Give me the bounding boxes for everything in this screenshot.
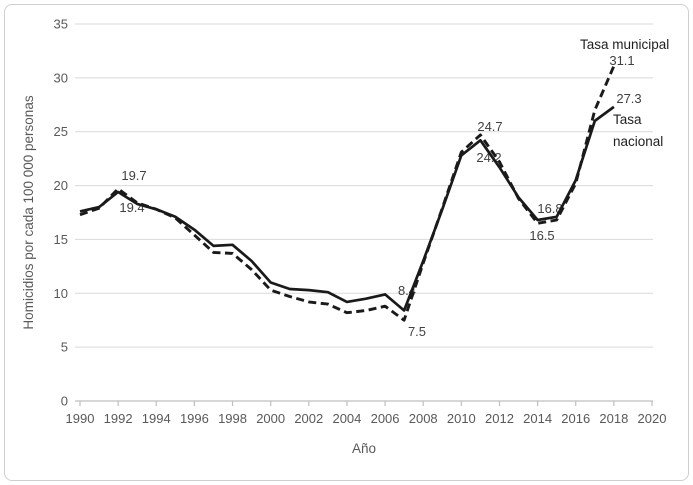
x-tick-label: 1996 [180, 411, 209, 426]
y-tick-label: 10 [54, 286, 68, 301]
x-tick-label: 2018 [599, 411, 628, 426]
y-tick-label: 15 [54, 232, 68, 247]
x-tick-label: 1990 [66, 411, 95, 426]
series-line-municipal [79, 65, 616, 322]
y-tick-label: 20 [54, 178, 68, 193]
x-tick-label: 2012 [485, 411, 514, 426]
y-tick-label: 5 [61, 340, 68, 355]
x-tick-label: 1992 [104, 411, 133, 426]
x-tick-label: 2004 [332, 411, 361, 426]
x-tick-label: 2000 [256, 411, 285, 426]
data-label: 24.7 [477, 119, 502, 134]
data-label: 27.3 [616, 91, 641, 106]
y-tick-label: 25 [54, 124, 68, 139]
x-tick-label: 2014 [523, 411, 552, 426]
data-label: 7.5 [408, 324, 426, 339]
y-axis-title: Homicidios por cada 100 000 personas [21, 95, 36, 329]
data-label: 16.8 [537, 201, 562, 216]
series-label-nacional: nacional [613, 134, 663, 149]
data-label: 31.1 [609, 53, 634, 68]
data-label: 16.5 [529, 228, 554, 243]
x-tick-label: 1994 [142, 411, 171, 426]
x-tick-label: 2006 [371, 411, 400, 426]
x-axis-title: Año [352, 441, 376, 456]
y-tick-label: 30 [54, 70, 68, 85]
series-label-nacional: Tasa [613, 112, 642, 127]
x-tick-label: 2020 [638, 411, 667, 426]
x-tick-label: 1998 [218, 411, 247, 426]
x-tick-label: 2010 [447, 411, 476, 426]
y-tick-label: 0 [61, 394, 68, 409]
series-label-municipal: Tasa municipal [580, 37, 669, 52]
y-tick-label: 35 [54, 17, 68, 32]
x-tick-label: 2016 [561, 411, 590, 426]
series-line-nacional [79, 105, 615, 312]
x-tick-label: 2002 [294, 411, 323, 426]
data-label: 19.7 [121, 168, 146, 183]
x-tick-label: 2008 [409, 411, 438, 426]
